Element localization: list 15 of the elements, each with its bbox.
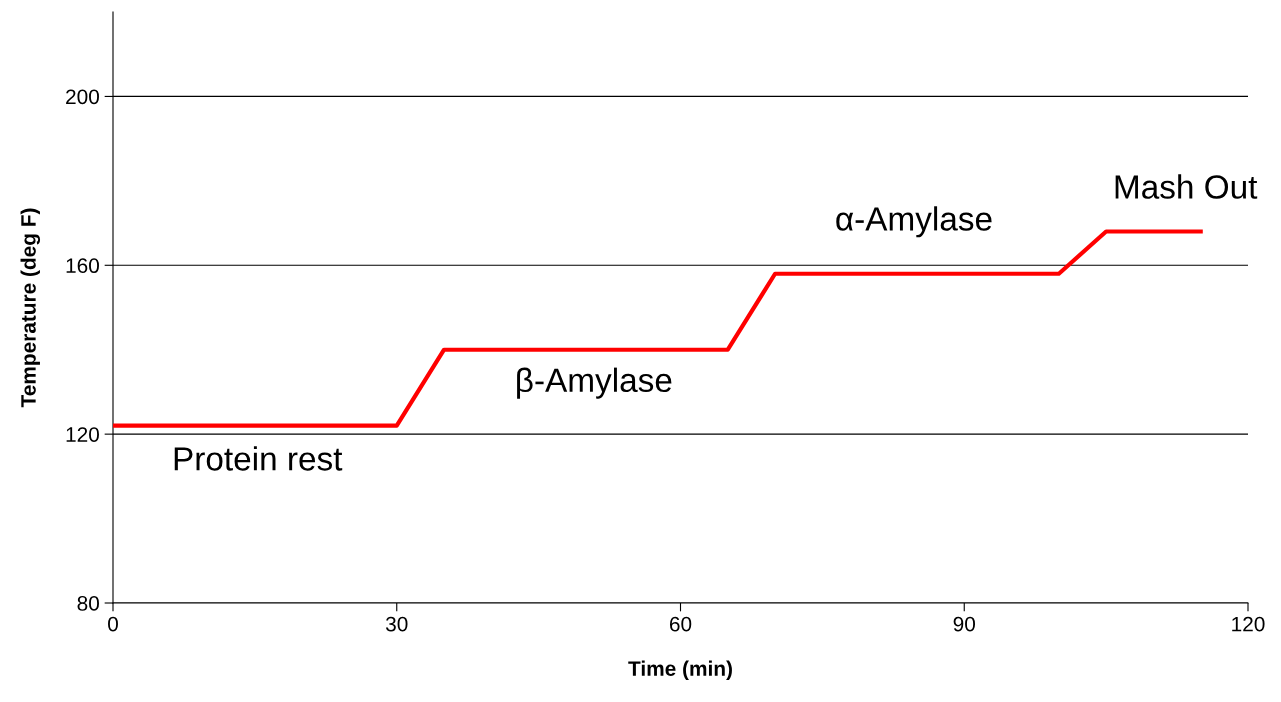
y-axis-title: Temperature (deg F) <box>20 208 41 408</box>
annotation: Mash Out <box>1115 174 1258 199</box>
x-tick-label: 90 <box>953 616 976 632</box>
y-tick-label: 80 <box>77 596 99 611</box>
x-tick-label: 30 <box>385 616 408 632</box>
x-tick-label: 120 <box>1232 616 1265 632</box>
y-tick-label: 160 <box>66 258 99 274</box>
annotation: α-Amylase <box>836 206 992 238</box>
y-tick-label: 200 <box>66 89 99 105</box>
x-axis-title: Time (min) <box>628 660 732 681</box>
x-tick-label: 60 <box>669 616 692 632</box>
annotation: Protein rest <box>174 446 343 471</box>
annotation: β-Amylase <box>517 367 672 399</box>
y-tick-label: 120 <box>66 427 99 442</box>
x-tick-label: 0 <box>108 616 118 632</box>
